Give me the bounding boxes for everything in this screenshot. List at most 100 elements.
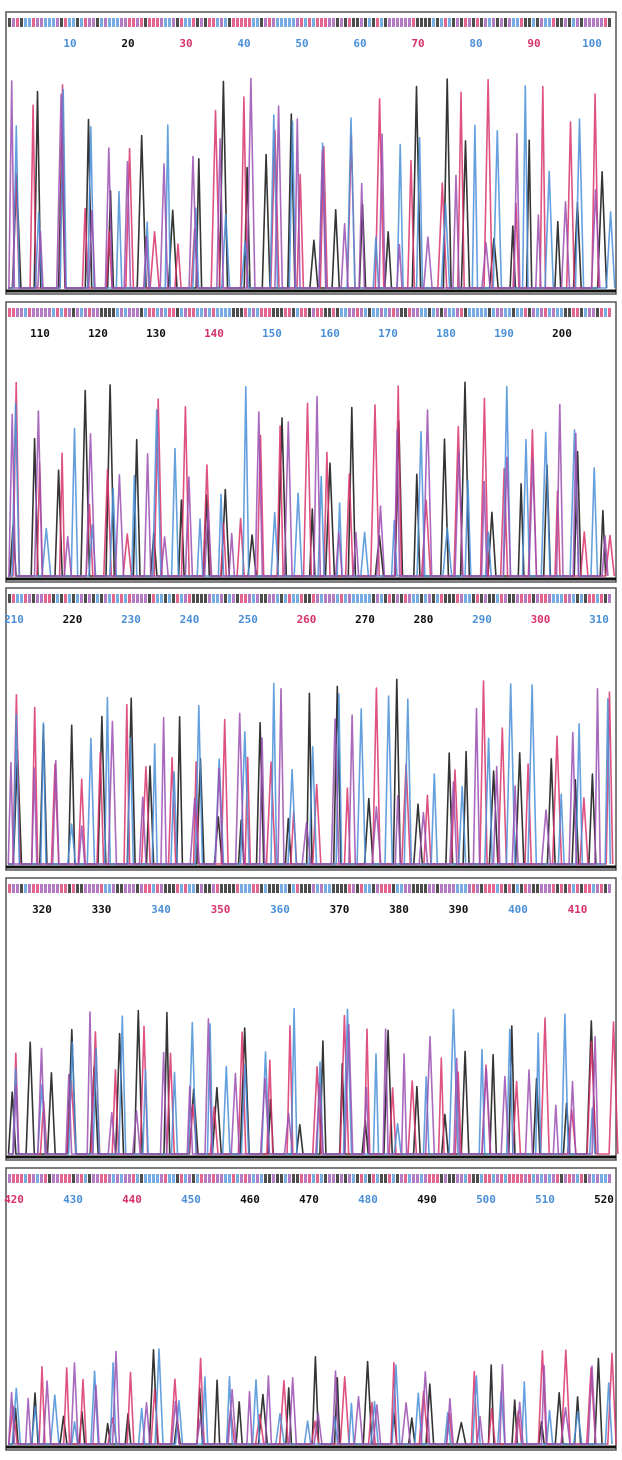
base-call-glyph — [188, 594, 191, 603]
base-call-glyph — [540, 884, 543, 893]
base-call-glyph — [304, 18, 307, 27]
base-call-glyph — [420, 308, 423, 317]
base-call-glyph — [448, 1174, 451, 1183]
base-call-glyph — [524, 594, 527, 603]
base-call-glyph — [264, 594, 267, 603]
base-call-glyph — [8, 594, 11, 603]
base-call-glyph — [448, 594, 451, 603]
base-call-glyph — [136, 884, 139, 893]
base-call-glyph — [344, 884, 347, 893]
base-call-glyph — [540, 1174, 543, 1183]
base-call-glyph — [140, 18, 143, 27]
base-call-glyph — [180, 884, 183, 893]
base-call-glyph — [592, 594, 595, 603]
position-label: 420 — [4, 1193, 24, 1206]
base-call-glyph — [412, 884, 415, 893]
base-call-glyph — [488, 1174, 491, 1183]
position-label: 180 — [436, 327, 456, 340]
base-call-glyph — [124, 308, 127, 317]
base-call-glyph — [200, 884, 203, 893]
base-call-glyph — [364, 884, 367, 893]
base-call-glyph — [476, 1174, 479, 1183]
base-call-glyph — [324, 884, 327, 893]
base-call-glyph — [504, 18, 507, 27]
base-call-glyph — [196, 884, 199, 893]
base-call-glyph — [576, 18, 579, 27]
base-call-glyph — [472, 1174, 475, 1183]
base-call-glyph — [360, 1174, 363, 1183]
base-call-glyph — [296, 308, 299, 317]
base-call-glyph — [268, 594, 271, 603]
base-call-glyph — [328, 308, 331, 317]
base-call-glyph — [480, 884, 483, 893]
base-call-glyph — [508, 884, 511, 893]
position-label: 30 — [179, 37, 192, 50]
base-call-glyph — [460, 1174, 463, 1183]
base-call-glyph — [492, 308, 495, 317]
base-call-glyph — [376, 18, 379, 27]
base-call-glyph — [556, 308, 559, 317]
base-call-glyph — [368, 308, 371, 317]
base-call-glyph — [360, 308, 363, 317]
base-call-glyph — [464, 1174, 467, 1183]
base-call-glyph — [224, 594, 227, 603]
base-call-glyph — [408, 308, 411, 317]
base-call-glyph — [324, 308, 327, 317]
base-call-glyph — [236, 884, 239, 893]
base-call-glyph — [580, 18, 583, 27]
base-call-glyph — [232, 18, 235, 27]
base-call-glyph — [608, 1174, 611, 1183]
base-call-glyph — [564, 308, 567, 317]
base-call-glyph — [128, 1174, 131, 1183]
base-call-glyph — [28, 594, 31, 603]
base-call-glyph — [40, 1174, 43, 1183]
base-call-glyph — [584, 884, 587, 893]
base-call-glyph — [84, 594, 87, 603]
base-call-glyph — [80, 884, 83, 893]
base-call-glyph — [436, 1174, 439, 1183]
base-call-glyph — [184, 18, 187, 27]
base-call-glyph — [268, 1174, 271, 1183]
chromatogram-panel: 110120130140150160170180190200 — [6, 302, 616, 582]
base-call-glyph — [500, 884, 503, 893]
base-call-glyph — [16, 1174, 19, 1183]
base-call-glyph — [148, 308, 151, 317]
base-call-glyph — [324, 594, 327, 603]
base-call-glyph — [544, 18, 547, 27]
base-call-glyph — [272, 884, 275, 893]
position-label: 300 — [531, 613, 551, 626]
base-call-glyph — [444, 884, 447, 893]
position-label: 370 — [330, 903, 350, 916]
base-call-glyph — [160, 1174, 163, 1183]
position-label: 170 — [378, 327, 398, 340]
base-call-glyph — [484, 308, 487, 317]
base-call-glyph — [176, 884, 179, 893]
base-call-glyph — [204, 884, 207, 893]
base-call-glyph — [528, 594, 531, 603]
chromatogram-panel: 320330340350360370380390400410 — [6, 878, 618, 1160]
base-call-glyph — [248, 18, 251, 27]
base-call-glyph — [212, 308, 215, 317]
base-call-glyph — [236, 594, 239, 603]
base-call-glyph — [408, 18, 411, 27]
base-call-glyph — [540, 594, 543, 603]
base-call-glyph — [336, 1174, 339, 1183]
base-call-glyph — [280, 594, 283, 603]
position-label: 50 — [295, 37, 308, 50]
base-call-glyph — [552, 18, 555, 27]
base-call-glyph — [12, 594, 15, 603]
base-call-glyph — [200, 18, 203, 27]
base-call-glyph — [68, 308, 71, 317]
base-call-glyph — [372, 884, 375, 893]
base-call-glyph — [412, 1174, 415, 1183]
base-call-glyph — [220, 1174, 223, 1183]
base-call-glyph — [328, 18, 331, 27]
base-call-glyph — [592, 1174, 595, 1183]
position-label: 430 — [63, 1193, 83, 1206]
base-call-glyph — [108, 1174, 111, 1183]
base-call-glyph — [72, 594, 75, 603]
base-call-glyph — [584, 594, 587, 603]
base-call-glyph — [148, 1174, 151, 1183]
base-call-glyph — [388, 594, 391, 603]
base-call-glyph — [544, 594, 547, 603]
